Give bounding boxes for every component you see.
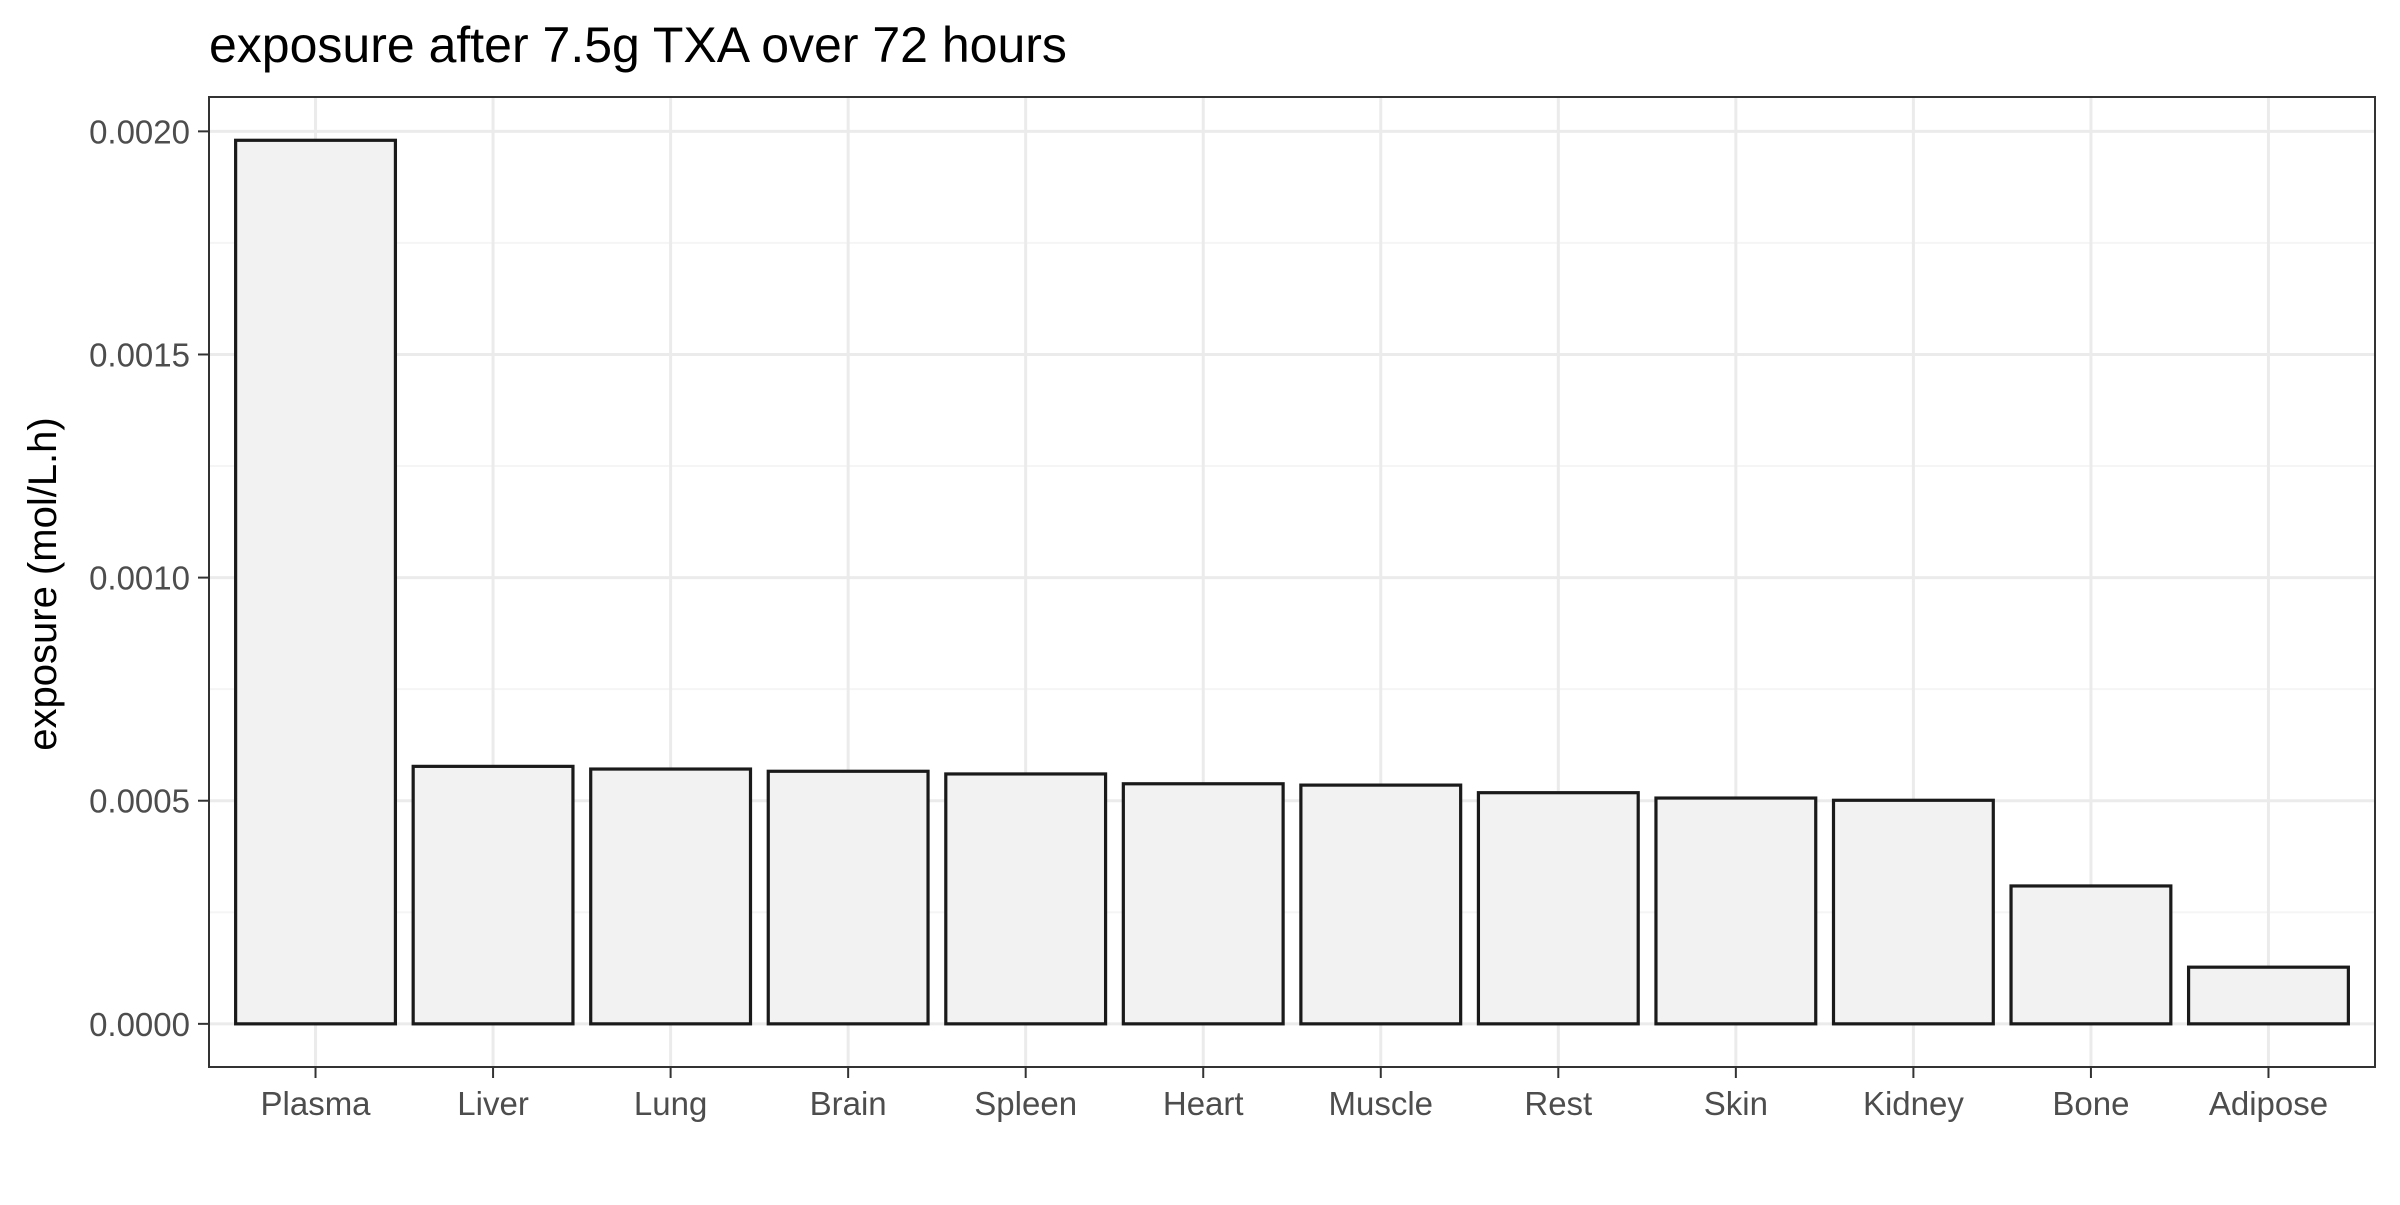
- bar-skin: [1654, 796, 1818, 1026]
- bar-kidney: [1831, 798, 1995, 1026]
- y-tick-label: 0.0010: [89, 560, 190, 597]
- chart-title: exposure after 7.5g TXA over 72 hours: [209, 17, 1067, 73]
- bar-rest: [1476, 791, 1640, 1026]
- x-tick-label: Brain: [810, 1085, 887, 1122]
- y-tick-label: 0.0020: [89, 113, 190, 150]
- x-tick-label: Kidney: [1863, 1085, 1964, 1122]
- y-tick-label: 0.0005: [89, 783, 190, 820]
- x-tick-label: Heart: [1163, 1085, 1244, 1122]
- x-tick-label: Adipose: [2209, 1085, 2328, 1122]
- y-axis-title: exposure (mol/L.h): [21, 417, 65, 750]
- bar-lung: [589, 767, 753, 1026]
- bar-spleen: [944, 772, 1108, 1026]
- x-tick-label: Rest: [1524, 1085, 1592, 1122]
- panel-border: [208, 96, 2376, 1068]
- bar-liver: [411, 764, 575, 1026]
- bar-brain: [766, 769, 930, 1026]
- x-tick-label: Muscle: [1329, 1085, 1434, 1122]
- x-tick-label: Spleen: [974, 1085, 1077, 1122]
- y-tick-label: 0.0015: [89, 336, 190, 373]
- bar-muscle: [1299, 783, 1463, 1026]
- bar-bone: [2009, 884, 2173, 1026]
- x-tick-label: Plasma: [261, 1085, 372, 1122]
- bar-adipose: [2186, 965, 2350, 1026]
- x-tick-label: Lung: [634, 1085, 707, 1122]
- y-tick-label: 0.0000: [89, 1006, 190, 1043]
- bar-plasma: [234, 138, 398, 1026]
- x-tick-label: Liver: [457, 1085, 529, 1122]
- plot-area: 0.0000 0.0005 0.0010 0.0015 0.0020 Plasma Live…: [89, 96, 2376, 1122]
- x-tick-label: Skin: [1704, 1085, 1768, 1122]
- x-tick-label: Bone: [2052, 1085, 2129, 1122]
- bar-heart: [1121, 782, 1285, 1026]
